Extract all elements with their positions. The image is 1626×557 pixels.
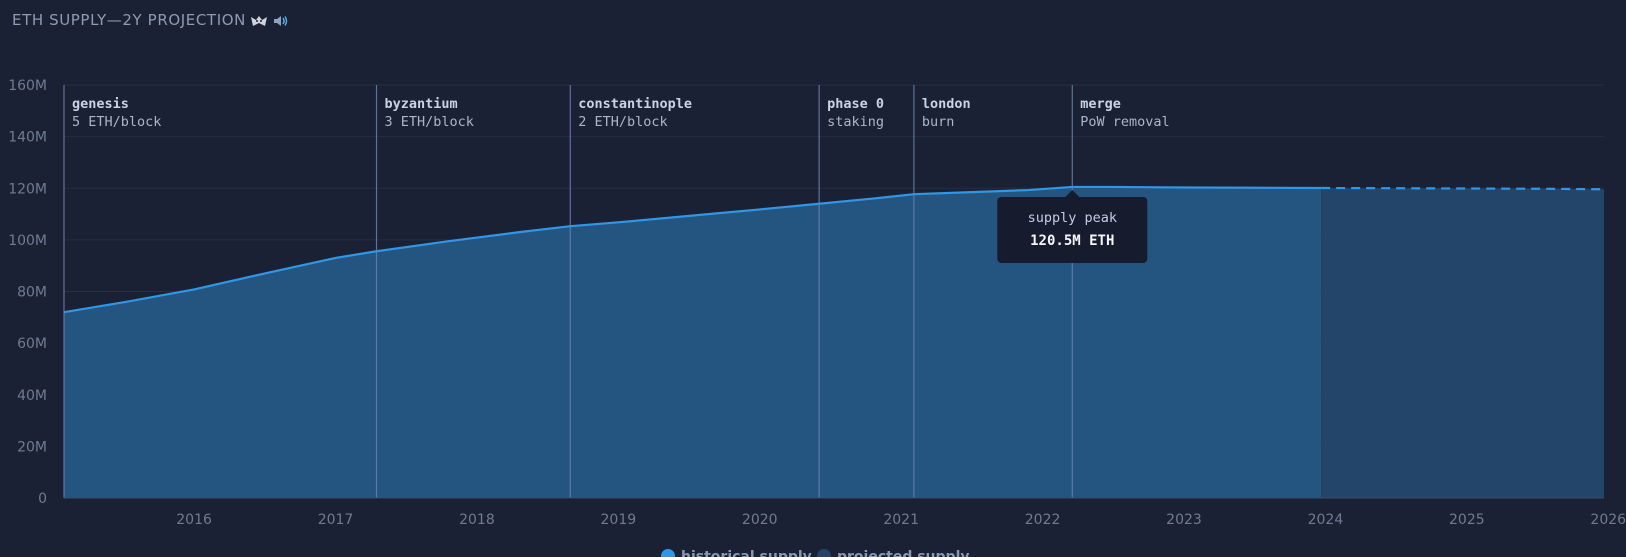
speaker-icon[interactable]: [272, 13, 290, 27]
y-tick-label: 20M: [17, 439, 47, 455]
tooltip-value: 120.5M ETH: [1030, 233, 1114, 249]
event-detail: PoW removal: [1080, 114, 1169, 130]
legend-swatch[interactable]: [817, 549, 831, 557]
x-tick-label: 2026: [1590, 512, 1626, 528]
event-name: genesis: [72, 96, 129, 112]
ghost-icon[interactable]: [250, 13, 268, 27]
y-tick-label: 0: [38, 491, 47, 507]
tooltip-pointer: [1065, 189, 1080, 197]
x-tick-label: 2017: [318, 512, 354, 528]
chart-title: ETH SUPPLY—2Y PROJECTION: [12, 11, 246, 29]
y-tick-label: 60M: [17, 336, 47, 352]
legend-label[interactable]: historical supply: [681, 549, 812, 557]
x-tick-label: 2025: [1449, 512, 1485, 528]
event-name: london: [922, 96, 971, 112]
tooltip-box: [997, 196, 1148, 263]
event-detail: 2 ETH/block: [578, 114, 667, 130]
historical-area: [64, 186, 1322, 498]
event-detail: 5 ETH/block: [72, 114, 161, 130]
y-tick-label: 40M: [17, 388, 47, 404]
projected-supply-line: [1321, 186, 1605, 191]
x-tick-label: 2018: [459, 512, 495, 528]
legend-swatch[interactable]: [661, 549, 675, 557]
legend-label[interactable]: projected supply: [837, 549, 970, 557]
x-tick-label: 2021: [883, 512, 919, 528]
chart-header: ETH SUPPLY—2Y PROJECTION: [12, 10, 290, 30]
x-tick-label: 2019: [601, 512, 637, 528]
x-tick-label: 2024: [1308, 512, 1344, 528]
x-tick-label: 2020: [742, 512, 778, 528]
event-detail: 3 ETH/block: [385, 114, 474, 130]
tooltip-title: supply peak: [1028, 210, 1117, 226]
historical-supply-line: [63, 185, 1322, 314]
event-detail: burn: [922, 114, 955, 130]
event-name: constantinople: [578, 96, 692, 112]
x-tick-label: 2023: [1166, 512, 1202, 528]
x-tick-label: 2016: [176, 512, 212, 528]
y-tick-label: 100M: [8, 233, 47, 249]
y-tick-label: 160M: [8, 78, 47, 94]
event-detail: staking: [827, 114, 884, 130]
event-name: merge: [1080, 96, 1121, 112]
x-tick-label: 2022: [1025, 512, 1061, 528]
y-tick-label: 80M: [17, 285, 47, 301]
y-tick-label: 140M: [8, 130, 47, 146]
event-name: phase 0: [827, 96, 884, 112]
projected-area: [1321, 187, 1604, 498]
y-tick-label: 120M: [8, 181, 47, 197]
event-name: byzantium: [385, 96, 458, 112]
